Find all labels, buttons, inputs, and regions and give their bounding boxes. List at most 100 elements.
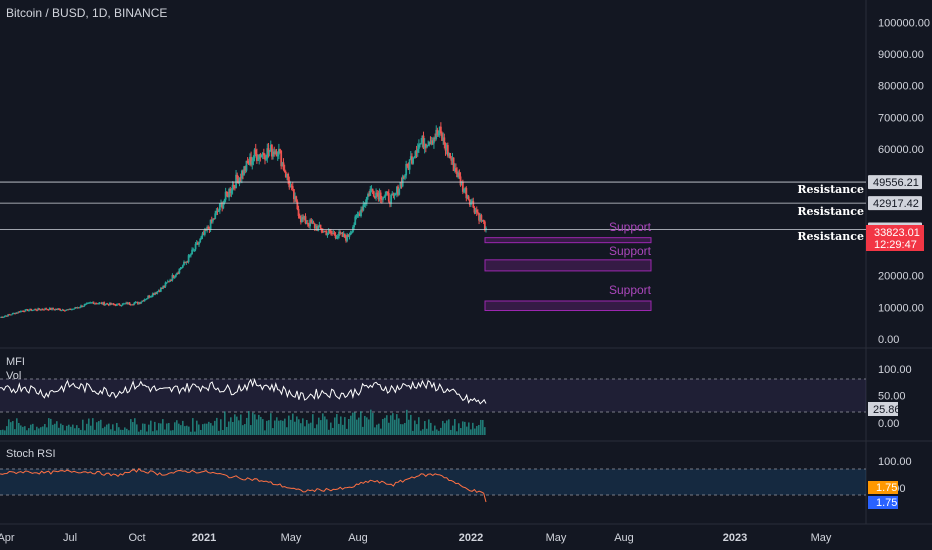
price-candle [341,232,344,237]
price-candle [214,213,217,219]
volume-bar [256,419,258,435]
price-candle [242,170,244,175]
support-zone[interactable] [484,259,652,272]
price-candle [324,230,327,232]
volume-bar [190,431,192,435]
price-pane[interactable] [0,122,487,319]
price-candle [51,308,53,310]
mfi-label[interactable]: MFI [6,356,25,368]
price-candle [243,166,246,175]
volume-bar [484,427,486,435]
price-candle [8,314,11,316]
price-candle [154,292,156,295]
volume-bar [0,430,2,435]
price-candle [276,154,279,157]
price-candle [258,154,261,160]
price-candle [56,308,59,310]
price-candle [17,311,20,313]
price-candle [69,308,72,310]
volume-bar [102,428,104,435]
price-candle [429,141,432,145]
price-candle [150,296,153,298]
stoch-rsi-label[interactable]: Stoch RSI [6,448,56,460]
price-candle [132,304,134,306]
support-zone[interactable] [484,300,652,311]
price-candle [117,303,119,305]
volume-bar [330,422,332,435]
price-candle [331,233,333,235]
price-candle [231,185,234,191]
volume-bar [284,418,286,435]
price-candle [144,299,147,301]
chart-grid [0,0,932,525]
volume-bar [64,430,66,435]
price-candle [7,314,9,317]
volume-bar [76,425,78,435]
volume-bar [144,423,146,435]
price-candle [33,309,36,311]
drawings-layer[interactable]: Resistance Resistance Resistance Support Sup… [0,181,866,311]
price-candle [262,152,265,156]
price-candle [457,172,460,178]
volume-bar [286,427,288,435]
price-candle [312,222,315,224]
price-candle [16,312,19,314]
price-candle [161,288,163,290]
volume-bar [184,426,186,435]
volume-bar [416,424,418,435]
price-candle [218,203,221,211]
price-candle [406,163,409,167]
price-axis[interactable]: 100000.00 90000.00 80000.00 70000.00 60000.0… [866,17,930,509]
price-candle [142,300,145,302]
symbol-title[interactable]: Bitcoin / BUSD, 1D, BINANCE [6,6,168,20]
volume-bar [186,425,188,435]
price-candle [335,237,338,239]
volume-bar [452,425,454,435]
volume-bar [260,416,262,435]
price-candle [295,196,298,202]
volume-bar [110,429,112,435]
price-candle [393,194,396,196]
vol-label[interactable]: Vol [6,370,22,382]
time-axis[interactable]: Apr Jul Oct 2021 May Aug 2022 May Aug 2023 May [0,532,832,544]
volume-bar [58,427,60,435]
price-candle [267,148,270,153]
price-candle [452,157,455,171]
support-label: Support [609,283,652,297]
volume-bar [210,423,212,435]
volume-bar [208,421,210,435]
price-candle [195,242,198,244]
price-candle [213,218,215,220]
support-zone[interactable] [484,237,652,244]
volume-bar [336,414,338,435]
price-candle [84,303,87,305]
price-candle [279,149,281,151]
stoch-rsi-pane[interactable] [0,467,866,503]
volume-bar [212,425,214,435]
volume-bar [150,420,152,435]
volume-bar [448,419,450,435]
volume-bar [14,429,16,435]
volume-bar [290,419,292,435]
volume-bar [428,419,430,435]
volume-bar [84,430,86,435]
price-candle [460,181,463,186]
price-candle [107,304,110,306]
price-candle [353,224,355,228]
mfi-pane[interactable] [0,378,866,435]
volume-bar [82,419,84,435]
volume-bar [178,423,180,435]
price-candle [387,193,390,202]
volume-bar [26,430,28,435]
volume-bar [304,426,306,435]
price-candle [402,176,405,178]
volume-bar [80,429,82,435]
price-candle [88,302,90,304]
volume-bar [372,412,374,435]
price-candle [111,303,114,305]
volume-bar [136,424,138,435]
price-candle [43,309,45,311]
price-candle [272,151,274,157]
price-candle [249,156,251,165]
